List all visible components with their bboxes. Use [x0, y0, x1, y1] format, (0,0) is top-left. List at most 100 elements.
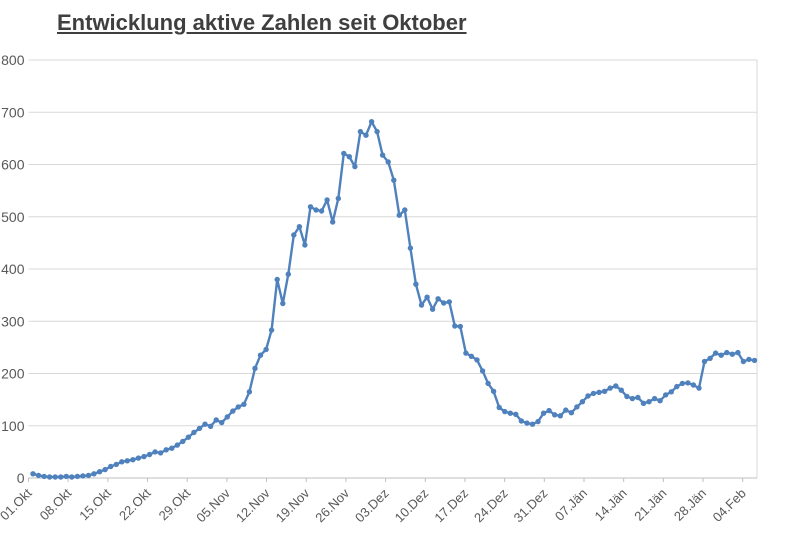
data-point-marker	[346, 154, 352, 160]
data-point-marker	[385, 159, 391, 165]
data-point-marker	[207, 423, 214, 429]
data-point-marker	[307, 204, 314, 210]
data-point-marker	[635, 394, 641, 401]
x-axis-tick-label: 04.Feb	[710, 486, 749, 525]
data-point-marker	[607, 385, 613, 391]
data-point-marker	[729, 351, 735, 357]
data-point-marker	[313, 207, 319, 213]
data-point-marker	[524, 420, 530, 426]
x-axis-tick-label: 29.Okt	[156, 485, 194, 523]
data-line	[31, 120, 756, 479]
x-axis-tick-label: 17.Dez	[431, 486, 471, 526]
data-point-marker	[174, 442, 180, 448]
y-axis-tick-label: 800	[1, 52, 25, 68]
data-point-marker	[746, 356, 752, 363]
data-point-marker	[479, 368, 486, 374]
data-point-marker	[413, 281, 419, 287]
data-point-marker	[35, 472, 42, 479]
data-point-marker	[102, 466, 108, 473]
x-axis-tick-label: 08.Okt	[37, 485, 75, 523]
x-axis-tick-label: 14.Jän	[592, 486, 630, 524]
data-point-marker	[485, 380, 491, 387]
data-point-marker	[535, 418, 541, 425]
data-point-marker	[646, 399, 652, 405]
data-point-marker	[113, 461, 120, 468]
data-point-marker	[85, 472, 92, 479]
data-point-marker	[69, 474, 75, 480]
x-axis-tick-label: 21.Jän	[631, 486, 669, 524]
data-point-marker	[679, 380, 686, 387]
data-point-marker	[579, 399, 586, 405]
data-point-marker	[452, 323, 458, 329]
data-point-marker	[80, 473, 86, 479]
data-point-marker	[513, 411, 519, 417]
y-axis-tick-label: 700	[1, 104, 25, 120]
data-point-marker	[335, 195, 341, 202]
data-point-marker	[735, 349, 741, 356]
data-point-marker	[135, 455, 142, 461]
x-axis-tick-label: 26.Nov	[312, 485, 352, 525]
data-point-marker	[629, 395, 636, 402]
y-axis-tick-label: 200	[1, 366, 25, 382]
data-point-marker	[751, 357, 758, 364]
data-point-marker	[740, 358, 747, 365]
data-point-marker	[518, 418, 525, 424]
x-axis-tick-label: 24.Dez	[471, 486, 511, 526]
data-point-marker	[196, 425, 203, 432]
data-point-marker	[674, 383, 680, 390]
data-point-marker	[446, 299, 452, 305]
x-axis-tick-label: 01.Okt	[0, 485, 35, 523]
data-point-marker	[280, 300, 286, 307]
data-point-marker	[246, 389, 253, 395]
data-point-marker	[418, 302, 425, 308]
data-point-marker	[341, 150, 347, 157]
data-point-marker	[613, 383, 619, 389]
x-axis-tick-label: 15.Okt	[76, 485, 114, 523]
x-axis-tick-label: 31.Dez	[511, 486, 551, 526]
data-point-marker	[457, 323, 463, 330]
data-point-marker	[185, 434, 192, 440]
data-point-marker	[302, 242, 308, 248]
data-point-marker	[224, 414, 230, 420]
data-point-marker	[712, 350, 719, 356]
data-point-marker	[618, 387, 624, 393]
chart-title: Entwicklung aktive Zahlen seit Oktober	[57, 10, 467, 35]
data-point-marker	[590, 390, 597, 397]
data-point-marker	[368, 119, 375, 125]
data-point-marker	[651, 395, 658, 402]
data-point-marker	[152, 449, 158, 455]
data-point-marker	[108, 463, 114, 470]
data-point-marker	[601, 388, 608, 394]
data-point-marker	[268, 327, 275, 333]
data-point-marker	[324, 197, 330, 203]
data-point-marker	[701, 358, 708, 365]
data-point-marker	[707, 355, 713, 361]
data-point-marker	[96, 469, 103, 475]
data-point-marker	[441, 300, 447, 306]
data-point-marker	[191, 429, 197, 436]
data-point-marker	[552, 412, 558, 418]
data-point-marker	[563, 407, 569, 413]
x-axis-tick-label: 05.Nov	[193, 485, 233, 525]
x-axis-tick-label: 28.Jän	[671, 486, 709, 524]
data-point-marker	[230, 408, 236, 414]
data-point-marker	[474, 357, 480, 363]
data-point-marker	[663, 392, 669, 398]
data-point-marker	[490, 388, 497, 394]
data-point-marker	[574, 404, 580, 410]
y-axis-tick-label: 0	[17, 470, 25, 486]
data-point-marker	[219, 419, 225, 426]
data-point-marker	[63, 473, 69, 480]
x-axis-tick-label: 07.Jän	[552, 486, 590, 524]
data-point-marker	[146, 451, 153, 458]
data-point-marker	[274, 276, 280, 283]
data-point-marker	[330, 219, 336, 225]
data-point-marker	[252, 365, 258, 371]
data-point-marker	[296, 224, 303, 230]
data-point-marker	[130, 457, 136, 463]
x-axis-tick-label: 12.Nov	[233, 485, 273, 525]
data-point-marker	[163, 447, 169, 453]
data-point-marker	[540, 410, 547, 416]
data-point-marker	[546, 407, 552, 414]
data-point-marker	[624, 393, 630, 400]
